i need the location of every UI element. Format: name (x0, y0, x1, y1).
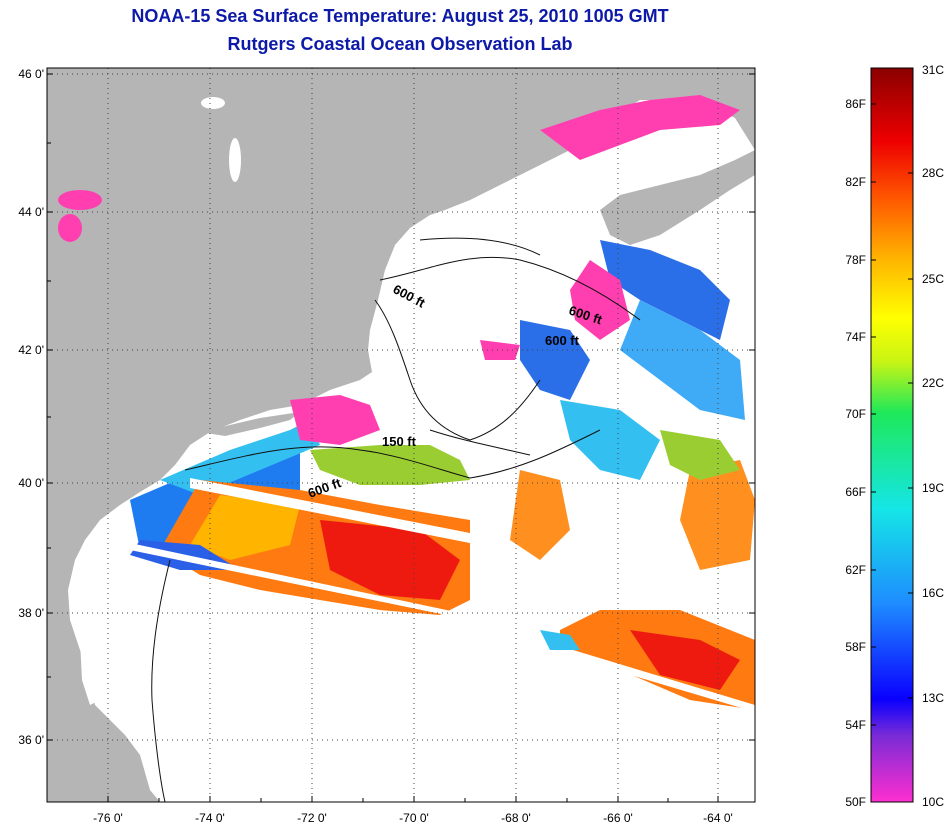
map-frame (46, 67, 756, 803)
chesapeake-bay (75, 560, 100, 705)
colorbar-f-label: 62F (845, 563, 866, 577)
lon-label: -76 0' (93, 811, 123, 825)
colorbar-f-label: 82F (845, 175, 866, 189)
colorbar-f-label: 58F (845, 640, 866, 654)
colorbar-f-label: 78F (845, 253, 866, 267)
depth-contours (151, 237, 641, 802)
colorbar-c-label: 22C (922, 376, 944, 390)
colorbar-c-label: 13C (922, 691, 944, 705)
lat-label: 44 0' (18, 205, 44, 219)
graticule (47, 68, 755, 802)
lon-label: -64 0' (703, 811, 733, 825)
map-title: NOAA-15 Sea Surface Temperature: August … (131, 6, 669, 26)
lon-label: -74 0' (195, 811, 225, 825)
colorbar-c-label: 31C (922, 63, 944, 77)
lat-label: 36 0' (18, 733, 44, 747)
lon-label: -72 0' (297, 811, 327, 825)
contour-label: 150 ft (382, 434, 417, 449)
colorbar-c-label: 10C (922, 795, 944, 809)
colorbar-f-label: 54F (845, 718, 866, 732)
lon-label: -66 0' (603, 811, 633, 825)
land-long-island (200, 412, 300, 436)
lat-label: 46 0' (18, 67, 44, 81)
lon-label: -70 0' (399, 811, 429, 825)
axis-ticks (47, 73, 755, 802)
map-area: 600 ft 600 ft 600 ft 150 ft 600 ft (47, 68, 755, 802)
map-subtitle: Rutgers Coastal Ocean Observation Lab (227, 34, 573, 54)
lon-label: -68 0' (501, 811, 531, 825)
land-nova-scotia (600, 150, 755, 245)
lat-label: 38 0' (18, 606, 44, 620)
lat-label: 42 0' (18, 343, 44, 357)
colorbar-c-label: 25C (922, 272, 944, 286)
colorbar-f-label: 66F (845, 485, 866, 499)
colorbar-ticks (871, 103, 913, 726)
colorbar-c-label: 28C (922, 166, 944, 180)
contour-label: 600 ft (545, 333, 580, 348)
colorbar (870, 67, 914, 803)
colorbar-c-label: 16C (922, 586, 944, 600)
colorbar-f-label: 50F (845, 795, 866, 809)
colorbar-f-label: 70F (845, 407, 866, 421)
colorbar-c-label: 19C (922, 481, 944, 495)
colorbar-f-label: 86F (845, 97, 866, 111)
sst-gulf-maine (540, 95, 740, 160)
land-mainland (47, 68, 755, 802)
lat-label: 40 0' (18, 476, 44, 490)
colorbar-f-label: 74F (845, 330, 866, 344)
